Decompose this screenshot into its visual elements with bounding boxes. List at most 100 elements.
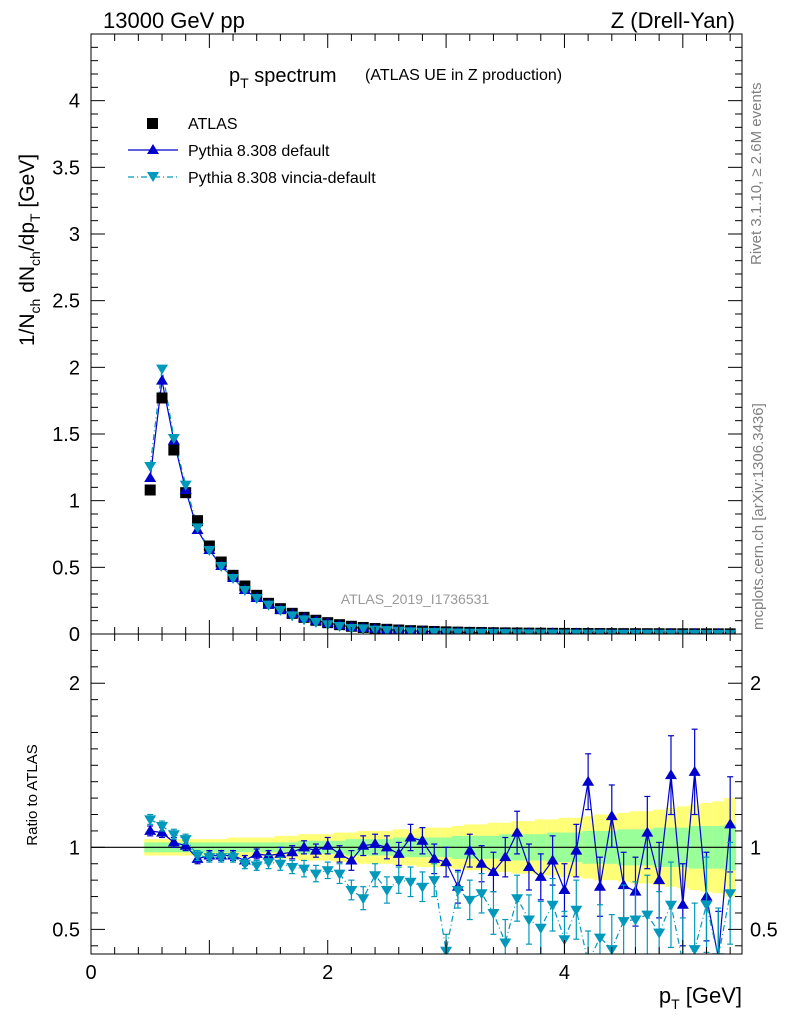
legend: ATLAS Pythia 8.308 default Pythia 8.308 … (128, 116, 376, 187)
main-data-point (168, 444, 180, 456)
main-y-tick-label: 1 (69, 491, 80, 513)
main-y-tick-label: 0.5 (52, 557, 80, 579)
ratio-data-point (215, 853, 228, 864)
ratio-data-point (653, 928, 666, 939)
ratio-data-point (570, 905, 583, 916)
x-tick-label: 4 (559, 962, 570, 984)
legend-default-label: Pythia 8.308 default (188, 143, 330, 160)
main-data-point (144, 462, 157, 472)
ratio-data-point (570, 844, 583, 855)
main-data-point (286, 611, 299, 622)
axes-layer: 0 2 400.511.522.533.540.5 0.51 12 2 (52, 33, 778, 984)
ratio-data-point (617, 879, 630, 890)
ratio-data-point (309, 844, 322, 855)
ratio-data-point (286, 846, 299, 857)
ratio-data-point (463, 844, 476, 855)
ratio-data-point (203, 853, 216, 864)
main-data-point (688, 629, 701, 634)
main-data-point (238, 586, 251, 596)
ratio-data-point (250, 861, 263, 872)
ratio-data-point (499, 851, 512, 862)
ratio-data-point (700, 900, 713, 911)
ratio-data-point (416, 834, 429, 845)
ratio-data-point (688, 945, 701, 954)
main-data-point (203, 546, 216, 556)
legend-vincia-marker (147, 172, 159, 182)
svg-text:1/Nch dNch/dpT [GeV]: 1/Nch dNch/dpT [GeV] (16, 154, 43, 346)
ratio-data-point (345, 854, 358, 865)
main-data-point (522, 629, 535, 634)
ratio-data-point (582, 775, 595, 786)
ratio-data-point (605, 810, 618, 821)
ratio-data-point (380, 886, 393, 896)
ratio-data-point (534, 870, 547, 881)
main-data-point (215, 562, 228, 572)
main-data-point (428, 628, 441, 634)
main-data-point (380, 626, 393, 634)
ratio-data-point (617, 917, 630, 928)
main-y-tick-label: 3 (69, 224, 80, 246)
main-data-point (262, 600, 275, 611)
ratio-data-point (227, 853, 240, 864)
main-data-point (712, 629, 725, 634)
ratio-ylabel: Ratio to ATLAS (24, 744, 41, 845)
ratio-data-point (321, 839, 334, 850)
ratio-data-point (309, 869, 322, 880)
ratio-data-point (653, 874, 666, 885)
ratio-y-tick-label: 1 (69, 837, 80, 859)
legend-atlas-marker (147, 118, 158, 129)
ratio-data-point (712, 953, 725, 954)
ratio-data-point (724, 889, 737, 900)
ratio-data-point (428, 876, 441, 887)
ratio-data-point (558, 884, 571, 894)
mcplots-label: mcplots.cern.ch [arXiv:1306.3436] (750, 403, 767, 630)
analysis-watermark: ATLAS_2019_I1736531 (341, 591, 490, 607)
ratio-data-point (286, 863, 299, 874)
ratio-data-point (274, 847, 287, 858)
ratio-data-point (677, 958, 689, 968)
ratio-data-point (167, 830, 180, 841)
ratio-data-point (357, 839, 370, 850)
main-y-tick-label: 4 (69, 91, 80, 113)
ratio-data-point (511, 894, 524, 905)
ratio-data-point (262, 849, 275, 860)
ratio-data-point (475, 857, 488, 868)
main-ylabel: 1/Nch dNch/dpT [GeV] (16, 154, 43, 346)
ratio-y-tick-label-right: 0.5 (750, 919, 778, 941)
ratio-data-point (392, 876, 405, 887)
ratio-data-point (298, 864, 311, 875)
ratio-data-point (487, 865, 500, 876)
main-data-point (298, 615, 311, 626)
ratio-data-point (262, 858, 275, 869)
ratio-data-point (664, 900, 677, 911)
main-data-point (192, 515, 204, 527)
ratio-data-point (428, 852, 441, 863)
ratio-data-point (191, 851, 204, 862)
ratio-data-point (641, 910, 654, 921)
rivet-label: Rivet 3.1.10, ≥ 2.6M events (748, 83, 765, 266)
ratio-y-tick-label: 0.5 (52, 919, 80, 941)
ratio-data-point (144, 824, 157, 835)
title-p: p (229, 65, 240, 87)
main-data-point (156, 364, 169, 375)
main-data-point (167, 434, 180, 444)
ratio-frame (90, 633, 743, 955)
main-data-point (309, 618, 322, 628)
plot-title: pT spectrum (229, 65, 337, 91)
main-data-point (250, 594, 263, 604)
main-data-point (144, 484, 156, 496)
main-data-point (499, 629, 512, 634)
ratio-data-point (167, 836, 180, 847)
main-data-point (404, 627, 417, 634)
ratio-data-point (511, 826, 524, 837)
ratio-data-point (522, 861, 535, 872)
ratio-data-point (546, 854, 559, 865)
main-data-point (191, 523, 204, 534)
ratio-data-point (546, 900, 559, 911)
ratio-data-point (404, 831, 417, 842)
x-tick-label: 0 (85, 962, 96, 984)
main-data-point (333, 622, 346, 632)
main-data-point (546, 629, 559, 634)
ratio-data-point (238, 859, 251, 870)
